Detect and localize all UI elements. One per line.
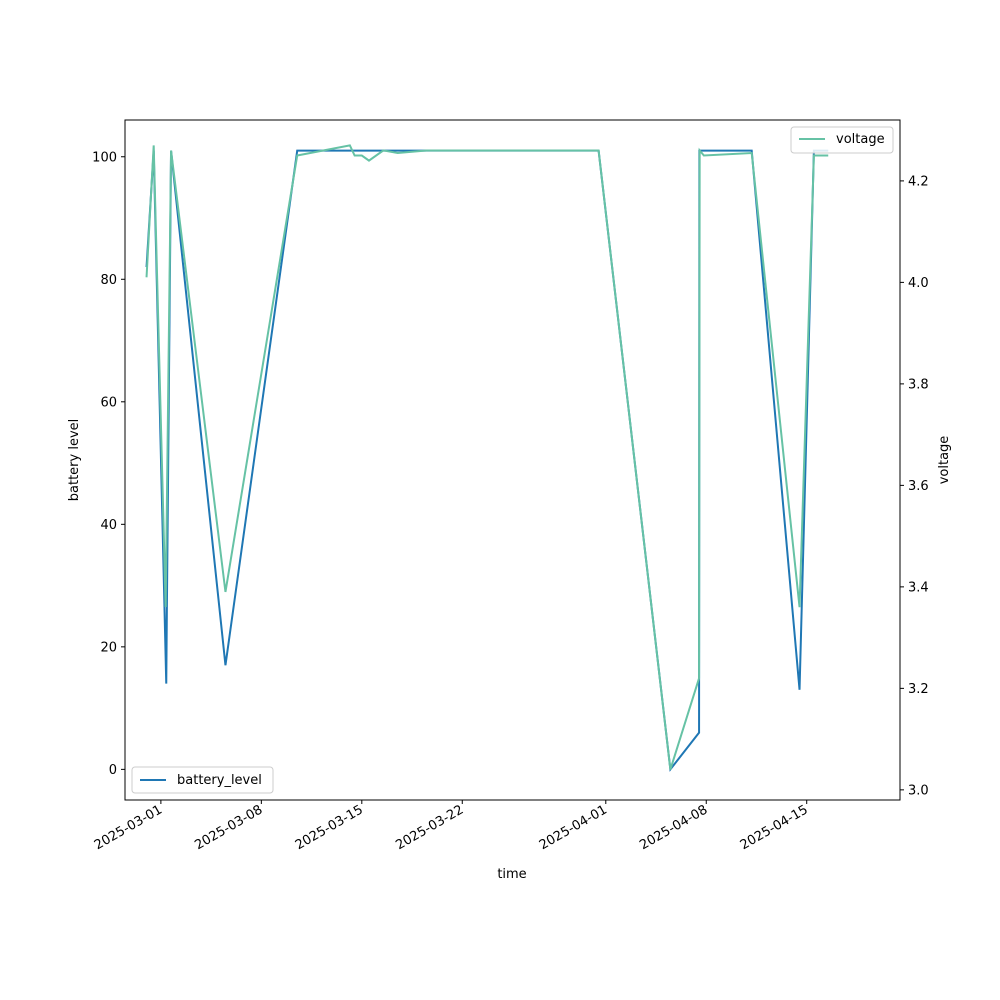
x-axis: 2025-03-01 2025-03-08 2025-03-15 2025-03-22… [92, 800, 811, 853]
legend-battery-level-frame [131, 766, 274, 794]
y-left-tick-label: 80 [100, 273, 117, 288]
y-axis-right: 3.0 3.2 3.4 3.6 3.8 4.0 4.2 [900, 174, 929, 798]
y-right-tick-label: 3.6 [908, 479, 929, 494]
y-right-tick-label: 4.2 [908, 174, 929, 189]
legend-voltage: voltage [790, 126, 894, 154]
y-right-tick-label: 3.2 [908, 682, 929, 697]
y-left-tick-label: 100 [92, 150, 117, 165]
y-left-tick-label: 60 [100, 395, 117, 410]
x-tick-label: 2025-03-22 [393, 802, 466, 853]
y-axis-left-label: battery level [67, 419, 82, 502]
x-tick-label: 2025-04-08 [637, 802, 710, 853]
y-left-tick-label: 20 [100, 640, 117, 655]
legend-battery-level: battery_level [131, 766, 274, 794]
legend-battery-level-label: battery_level [177, 773, 262, 788]
y-axis-left: 0 20 40 60 80 100 [92, 150, 125, 778]
x-tick-label: 2025-03-08 [192, 802, 265, 853]
y-left-tick-label: 40 [100, 518, 117, 533]
x-tick-label: 2025-04-15 [738, 802, 811, 853]
legend-voltage-label: voltage [836, 132, 885, 147]
series-layer [145, 144, 829, 772]
x-tick-label: 2025-03-15 [293, 802, 366, 853]
y-left-tick-label: 0 [109, 763, 117, 778]
y-right-tick-label: 4.0 [908, 276, 929, 291]
plot-frame [124, 119, 901, 801]
y-right-tick-label: 3.0 [908, 783, 929, 798]
legend-voltage-frame [790, 126, 894, 154]
x-axis-label: time [497, 867, 526, 882]
y-right-tick-label: 3.4 [908, 580, 929, 595]
x-tick-label: 2025-03-01 [92, 802, 165, 853]
y-axis-right-label: voltage [937, 436, 952, 485]
x-tick-label: 2025-04-01 [537, 802, 610, 853]
series-line-voltage [145, 144, 829, 770]
y-right-tick-label: 3.8 [908, 377, 929, 392]
